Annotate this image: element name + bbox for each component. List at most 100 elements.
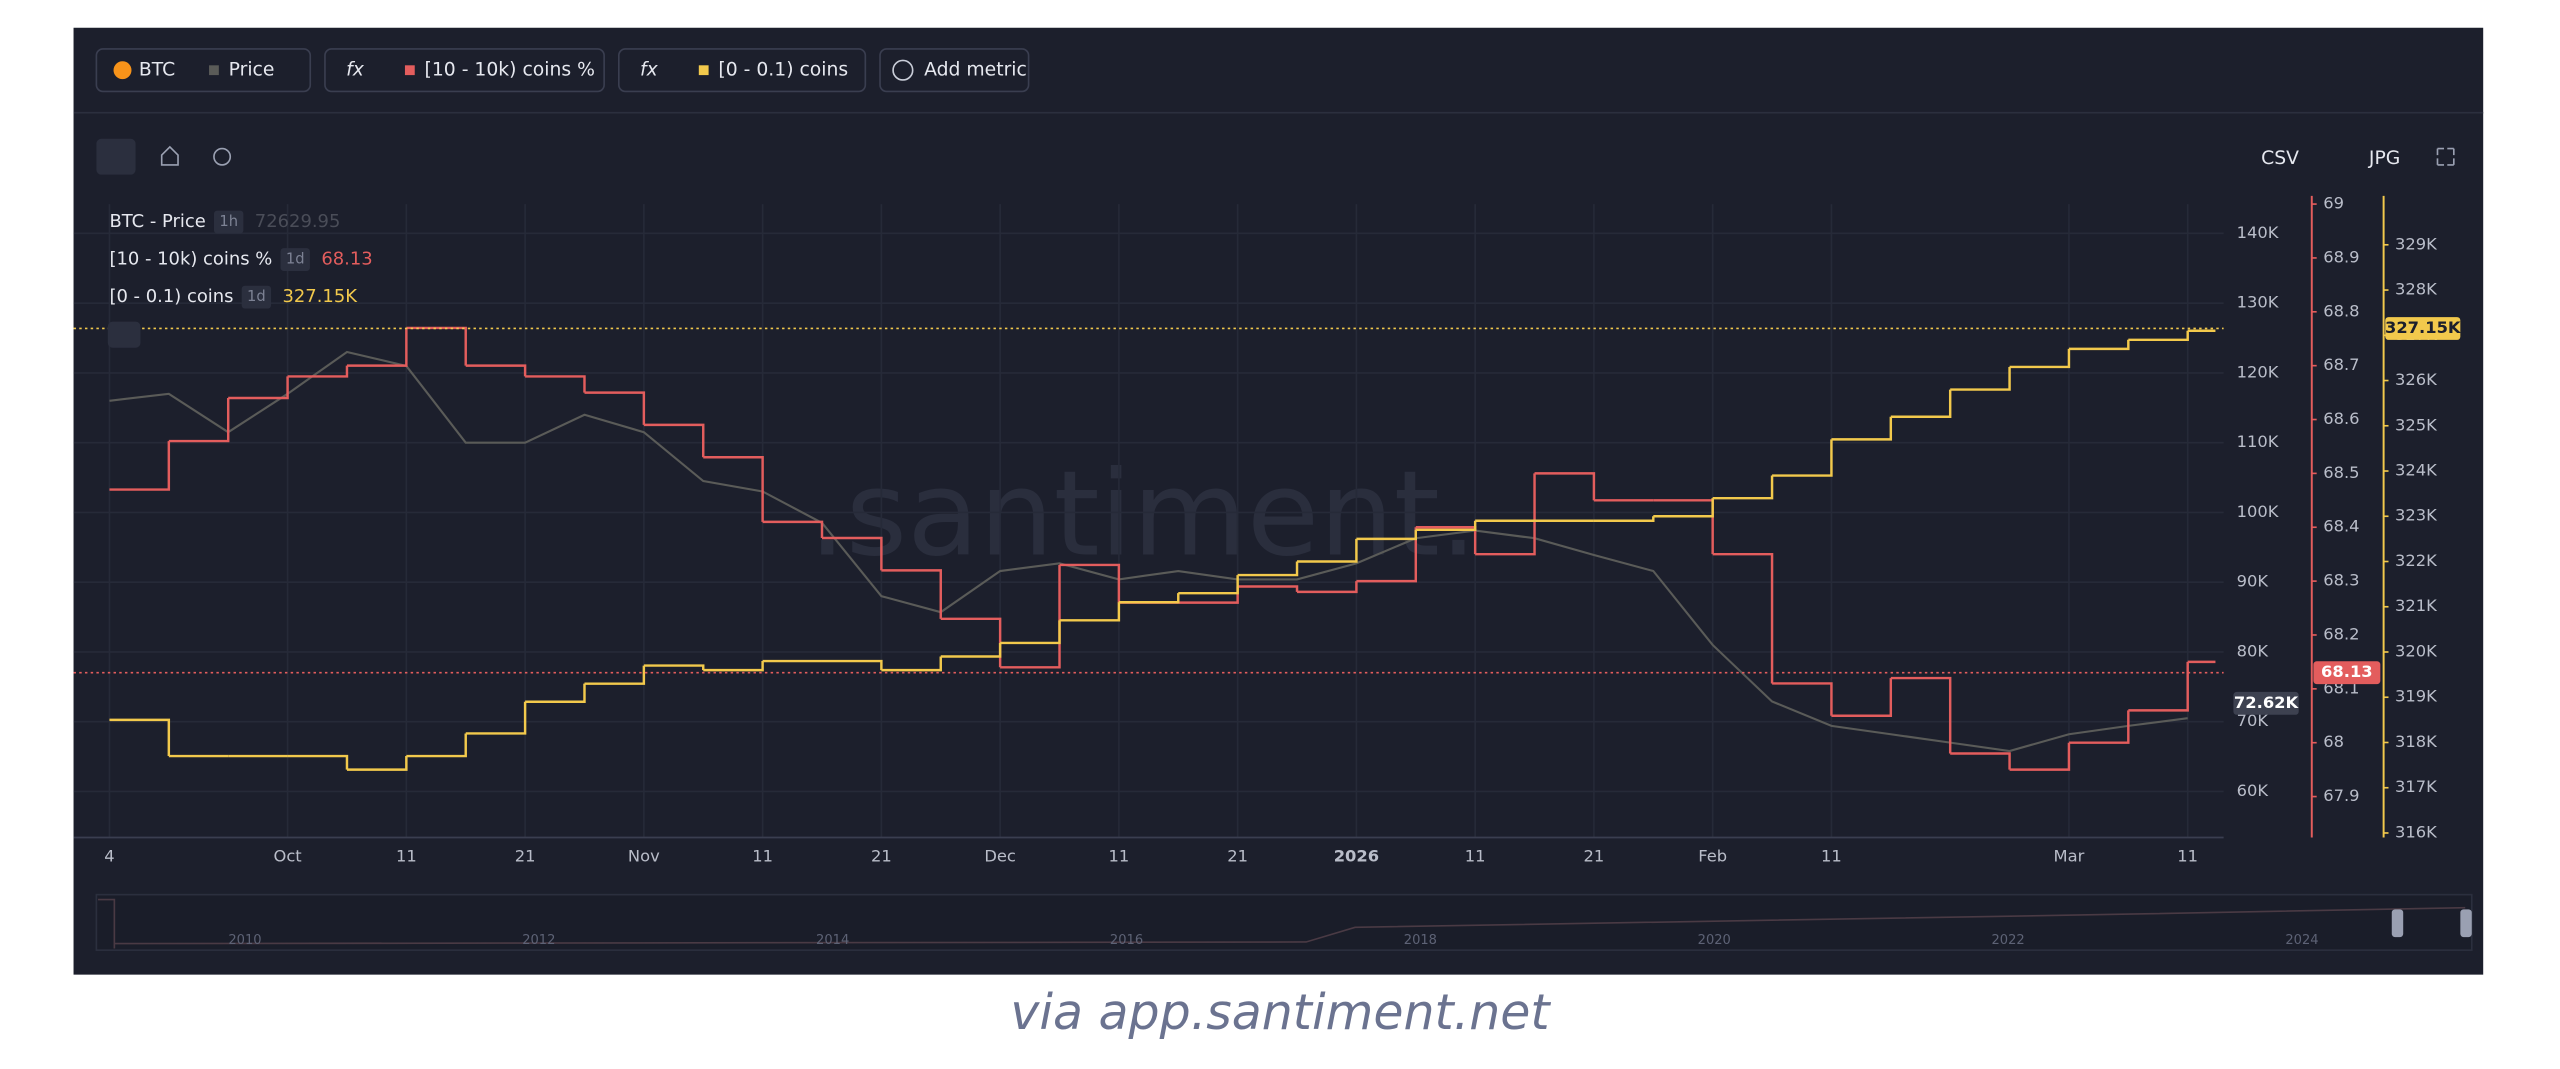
x-tick-label: Nov — [628, 847, 660, 866]
metric-pill[interactable] — [617, 48, 867, 93]
y-tick-label: 110K — [2237, 432, 2280, 451]
step-segment — [287, 365, 349, 378]
legend-name: [0 - 0.1) coins — [109, 286, 233, 307]
metric-swatch — [698, 65, 709, 76]
step-segment — [1890, 389, 1952, 418]
jpg-button[interactable]: JPG — [2368, 148, 2400, 169]
step-segment — [1712, 552, 1774, 684]
metric-name: [0 - 0.1) coins — [718, 60, 848, 81]
step-segment — [1950, 366, 2011, 391]
y-tick-label: 323K — [2395, 506, 2438, 525]
zoom-tool[interactable] — [213, 147, 232, 166]
step-segment — [2128, 330, 2189, 342]
year-label: 2012 — [522, 933, 555, 948]
step-segment — [465, 364, 527, 377]
step-segment — [1890, 676, 1952, 754]
pan-tool[interactable] — [96, 138, 136, 175]
step-segment — [168, 397, 230, 443]
step-segment — [2009, 348, 2071, 369]
x-tick-label: Mar — [2054, 847, 2085, 866]
y-tick-label: 324K — [2395, 461, 2438, 480]
step-segment — [821, 659, 883, 671]
step-segment — [1772, 439, 1833, 477]
step-segment — [1356, 529, 1418, 541]
asset-name: BTC — [139, 60, 175, 81]
x-tick-label: 11 — [2177, 847, 2198, 866]
add-icon — [892, 59, 914, 81]
step-segment — [584, 391, 646, 425]
y-tick-label: 316K — [2395, 822, 2438, 841]
step-segment — [1059, 563, 1121, 603]
legend-interval-bg — [213, 210, 244, 234]
step-segment — [1118, 593, 1180, 604]
step-segment — [881, 656, 942, 672]
y-tick-label: 321K — [2395, 596, 2438, 615]
step-segment — [1000, 564, 1061, 669]
csv-button[interactable]: CSV — [2261, 148, 2299, 169]
step-segment — [1772, 682, 1833, 716]
step-segment — [109, 718, 171, 757]
x-tick-label: 21 — [871, 847, 892, 866]
y-tick-label: 68.6 — [2323, 409, 2359, 428]
step-segment — [1297, 538, 1358, 563]
step-segment — [406, 326, 467, 366]
collapse-legend[interactable] — [107, 321, 141, 348]
step-segment — [1356, 527, 1418, 583]
step-segment — [1237, 561, 1299, 577]
year-label: 2014 — [816, 933, 849, 948]
step-segment — [1593, 516, 1655, 523]
step-segment — [703, 456, 764, 522]
y-tick-label: 70K — [2237, 711, 2270, 730]
x-tick-label: 21 — [1584, 847, 1605, 866]
plot: 4 Oct 11 21 Nov 11 21 Dec 11 21 2026 11 21 Feb 11 Mar 11… — [73, 194, 2462, 866]
x-tick-label: 21 — [515, 847, 536, 866]
add-metric-button[interactable] — [879, 48, 1030, 93]
latest-badge-label: 327.15K — [2385, 318, 2462, 337]
step-segment — [643, 423, 705, 458]
x-tick-label: 11 — [752, 847, 773, 866]
step-segment — [2068, 339, 2130, 351]
btc-icon — [113, 61, 132, 80]
y-tick-label: 317K — [2395, 777, 2438, 796]
y-tick-label: 68.2 — [2323, 624, 2359, 643]
step-segment — [525, 683, 586, 703]
y-tick-label: 68.9 — [2323, 247, 2359, 266]
y-tick-label: 68.5 — [2323, 463, 2359, 482]
y-tick-label: 90K — [2237, 572, 2270, 591]
home-tool[interactable] — [160, 145, 179, 166]
y-tick-label: 326K — [2395, 370, 2438, 389]
navigator-years: 2010 2012 2014 2016 2018 2020 2022 2024 — [228, 933, 2318, 948]
caption: via app.santiment.net — [1010, 984, 1551, 1041]
y-tick-label: 322K — [2395, 551, 2438, 570]
year-label: 2022 — [1992, 933, 2025, 948]
fx-icon: fx — [640, 60, 659, 81]
price-line — [109, 350, 2188, 753]
legend-name: [10 - 10k) coins % — [109, 249, 272, 270]
y-tick-label: 319K — [2395, 687, 2438, 706]
metric-pill[interactable] — [324, 48, 605, 93]
fullscreen-button[interactable] — [2436, 147, 2455, 166]
x-tick-label: 11 — [1821, 847, 1842, 866]
y-tick-label: 130K — [2237, 293, 2280, 312]
x-tick-label: 2026 — [1334, 847, 1379, 866]
y-tick-label: 68.8 — [2323, 301, 2359, 320]
fx-icon: fx — [346, 60, 365, 81]
x-tick-label: Feb — [1698, 847, 1727, 866]
asset-pill[interactable] — [95, 48, 312, 93]
navigator[interactable] — [95, 893, 2473, 951]
x-tick-label: Oct — [273, 847, 301, 866]
step-segment — [1534, 472, 1596, 501]
navigator-handle[interactable] — [2460, 909, 2472, 938]
year-label: 2016 — [1110, 933, 1143, 948]
step-segment — [287, 754, 349, 770]
x-tick-label: 11 — [396, 847, 417, 866]
year-label: 2010 — [228, 933, 261, 948]
y-tick-label: 140K — [2237, 223, 2280, 242]
step-segment — [940, 642, 1002, 658]
step-segment — [1000, 620, 1061, 645]
step-segment — [584, 665, 646, 685]
step-segment — [1831, 416, 1893, 441]
navigator-handle[interactable] — [2391, 909, 2404, 938]
step-segment — [1831, 678, 1893, 717]
